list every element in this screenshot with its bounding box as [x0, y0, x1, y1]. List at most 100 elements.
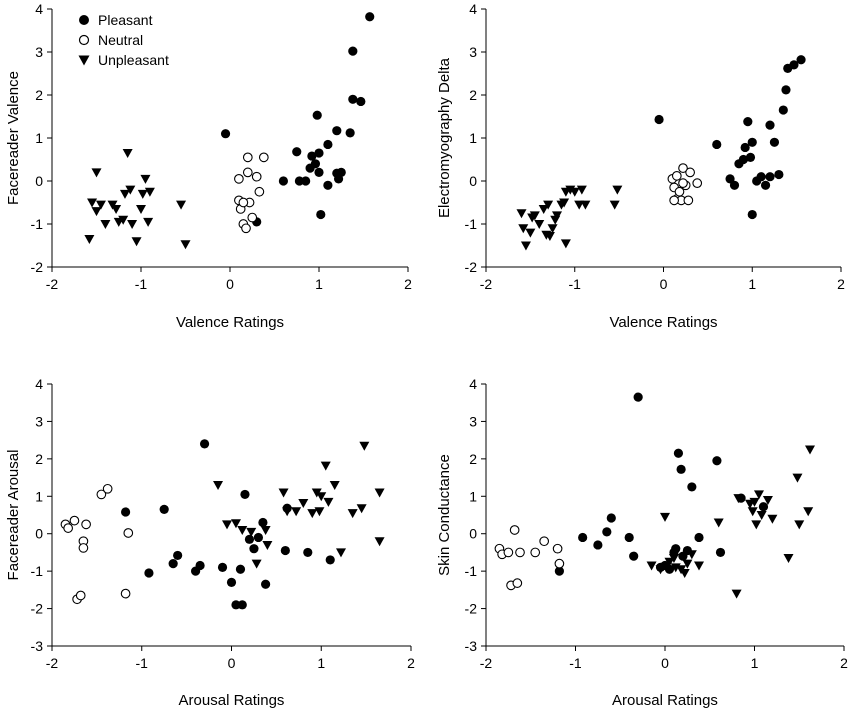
point-unpleasant — [251, 559, 262, 569]
x-tick-label: 2 — [404, 276, 412, 292]
point-neutral — [63, 523, 74, 533]
point-unpleasant — [213, 481, 224, 491]
point-pleasant — [314, 167, 324, 177]
x-tick-label: -1 — [569, 276, 582, 292]
point-unpleasant — [144, 187, 155, 197]
point-unpleasant — [143, 217, 154, 227]
point-neutral — [120, 588, 131, 599]
y-tick-label: 3 — [35, 44, 43, 60]
y-tick-label: -2 — [465, 601, 478, 617]
point-pleasant — [712, 456, 722, 466]
point-unpleasant — [660, 512, 670, 522]
point-neutral — [554, 558, 565, 569]
point-pleasant — [676, 464, 686, 474]
legend-label-neutral: Neutral — [98, 32, 143, 48]
point-pleasant — [345, 128, 355, 138]
point-pleasant — [654, 114, 664, 125]
point-pleasant — [278, 176, 288, 186]
point-neutral — [102, 483, 113, 494]
point-neutral — [539, 536, 550, 547]
point-unpleasant — [753, 490, 764, 500]
point-pleasant — [554, 566, 564, 576]
point-unpleasant — [609, 200, 620, 210]
point-pleasant — [253, 532, 264, 543]
series-neutral — [60, 483, 134, 605]
legend-marker-pleasant — [79, 15, 89, 25]
y-tick-label: 3 — [35, 413, 43, 429]
point-unpleasant — [686, 550, 697, 560]
y-tick-label: 3 — [469, 413, 477, 429]
y-tick-label: 0 — [469, 526, 477, 542]
point-neutral — [678, 178, 688, 188]
point-pleasant — [743, 117, 753, 127]
y-axis-label: Facereader Valence — [5, 71, 22, 205]
legend-marker-neutral — [78, 34, 90, 46]
y-tick-label: 2 — [35, 87, 43, 103]
point-neutral — [515, 547, 525, 558]
point-unpleasant — [136, 204, 146, 214]
point-pleasant — [310, 159, 321, 169]
point-unpleasant — [307, 509, 318, 519]
point-unpleasant — [180, 240, 191, 250]
point-unpleasant — [374, 488, 385, 498]
series-pleasant — [220, 12, 375, 227]
point-neutral — [678, 163, 688, 173]
point-neutral — [258, 152, 269, 163]
point-unpleasant — [516, 209, 527, 219]
point-pleasant — [261, 579, 271, 589]
x-tick-label: 0 — [228, 655, 236, 671]
point-pleasant — [747, 137, 757, 147]
point-pleasant — [159, 504, 169, 514]
y-tick-label: -1 — [31, 216, 44, 232]
x-tick-label: 1 — [317, 655, 325, 671]
point-pleasant — [120, 507, 131, 517]
panels: -2 -1 0 1 2 -2 -1 0 1 2 3 4 Valence Ratings Facereade… — [5, 1, 848, 709]
x-tick-label: 2 — [407, 655, 415, 671]
point-pleasant — [258, 517, 268, 528]
point-unpleasant — [230, 519, 241, 529]
point-pleasant — [235, 564, 246, 574]
y-tick-label: -3 — [465, 638, 478, 654]
point-pleasant — [687, 482, 697, 492]
point-neutral — [503, 547, 514, 558]
point-neutral — [251, 171, 262, 182]
point-pleasant — [664, 564, 675, 574]
point-pleasant — [316, 209, 326, 220]
point-unpleasant — [749, 497, 760, 507]
point-unpleasant — [560, 239, 571, 249]
x-tick-label: -1 — [136, 655, 149, 671]
point-unpleasant — [282, 507, 293, 517]
panel-2: -2 -1 0 1 2 -2 -1 0 1 2 3 4 Valence Ratings Electromy… — [436, 1, 845, 331]
point-unpleasant — [314, 507, 325, 517]
point-pleasant — [725, 174, 735, 184]
point-pleasant — [199, 439, 210, 449]
y-tick-label: 1 — [35, 130, 43, 146]
point-neutral — [685, 167, 695, 178]
point-pleasant — [365, 12, 375, 22]
point-pleasant — [348, 46, 358, 56]
point-pleasant — [715, 547, 726, 558]
point-unpleasant — [118, 215, 129, 225]
point-pleasant — [244, 534, 255, 544]
point-unpleasant — [747, 507, 758, 517]
x-tick-label: -1 — [569, 655, 582, 671]
y-tick-label: -2 — [31, 259, 44, 275]
point-pleasant — [578, 532, 588, 543]
point-pleasant — [765, 172, 775, 182]
point-unpleasant — [655, 565, 666, 575]
point-unpleasant — [794, 520, 805, 530]
point-pleasant — [237, 600, 247, 610]
point-pleasant — [292, 147, 302, 157]
series-unpleasant — [646, 445, 815, 599]
point-pleasant — [249, 544, 259, 554]
y-tick-label: 2 — [35, 451, 43, 467]
point-pleasant — [323, 180, 333, 190]
point-unpleasant — [756, 511, 767, 520]
y-tick-label: 4 — [35, 1, 43, 17]
point-pleasant — [336, 167, 346, 177]
point-pleasant — [307, 151, 317, 161]
point-unpleasant — [84, 235, 95, 245]
point-unpleasant — [534, 220, 545, 229]
